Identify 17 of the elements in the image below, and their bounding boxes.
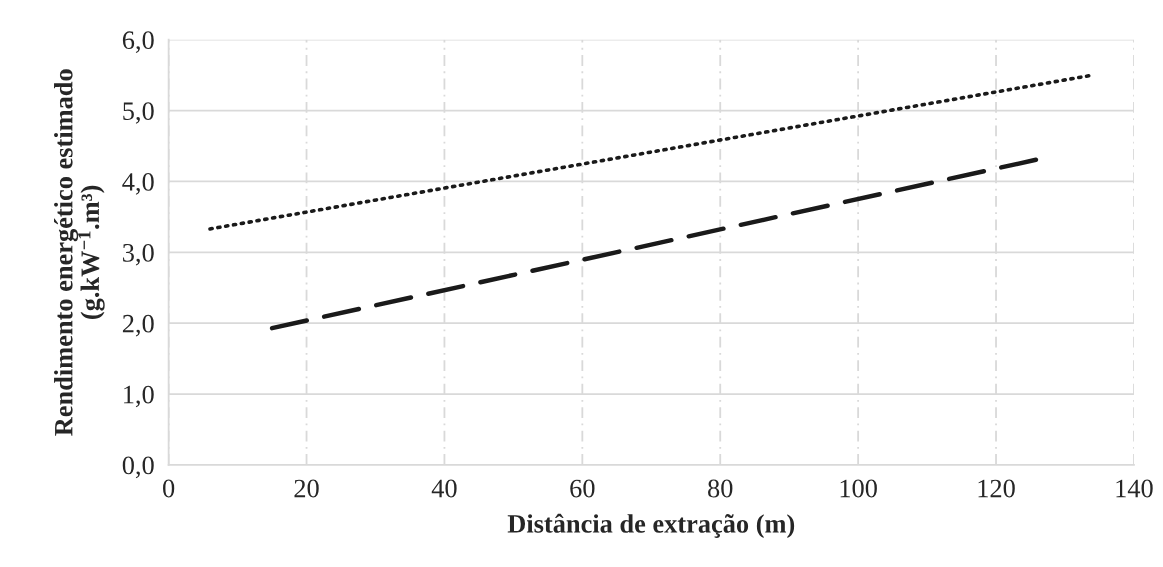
y-tick-label: 0,0 bbox=[122, 456, 154, 479]
x-tick-label: 120 bbox=[978, 479, 1015, 498]
y-axis-title: Rendimento energético estimado (g.kW$^{−1}$.m³) bbox=[54, 69, 105, 436]
y-tick-label: 5,0 bbox=[123, 102, 154, 124]
x-axis-title: Distância de extração (m) bbox=[507, 513, 795, 539]
x-tick-label: 40 bbox=[431, 479, 457, 498]
x-tick-label: 80 bbox=[708, 479, 733, 498]
x-tick-label: 0 bbox=[163, 479, 175, 498]
y-tick-label: 2,0 bbox=[122, 314, 154, 337]
x-tick-label: 20 bbox=[294, 479, 319, 498]
y-tick-label: 4,0 bbox=[122, 173, 154, 195]
x-tick-label: 140 bbox=[1116, 479, 1153, 498]
x-tick-label: 100 bbox=[840, 479, 877, 498]
y-tick-label: 3,0 bbox=[123, 243, 154, 266]
y-tick-label: 6,0 bbox=[122, 31, 154, 53]
x-tick-label: 60 bbox=[570, 479, 595, 498]
y-tick-label: 1,0 bbox=[124, 385, 154, 408]
